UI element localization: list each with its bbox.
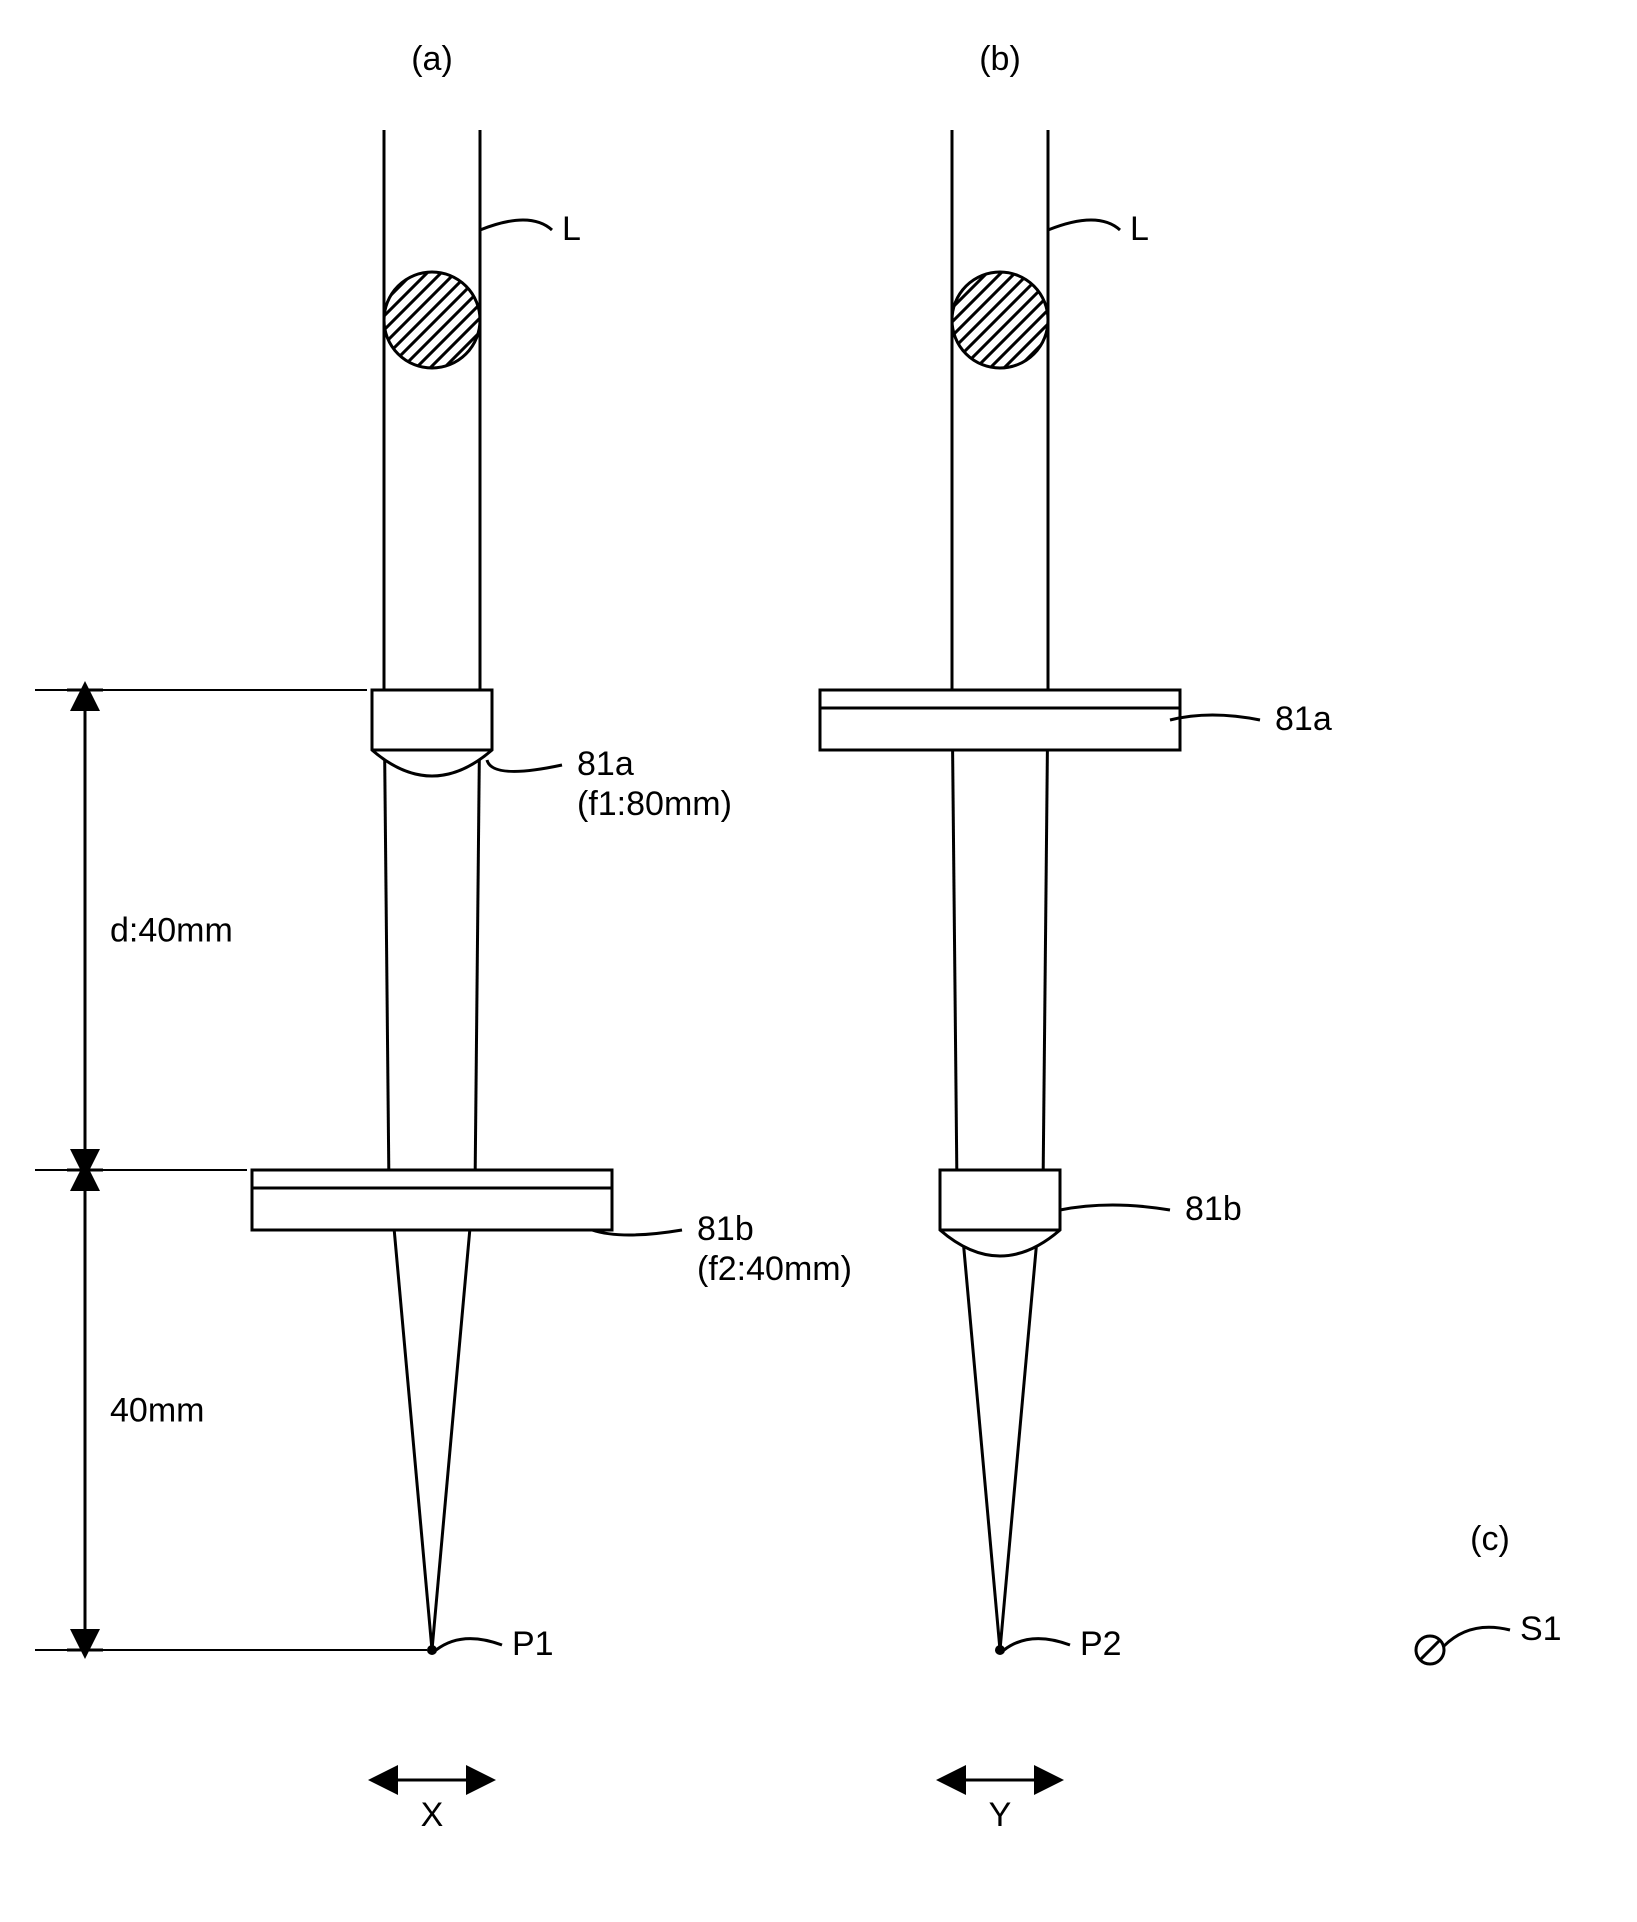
svg-text:81a: 81a	[1275, 700, 1332, 738]
svg-text:S1: S1	[1520, 1610, 1562, 1648]
svg-text:81a: 81a	[577, 745, 634, 783]
svg-text:L: L	[562, 210, 581, 248]
svg-text:(f1:80mm): (f1:80mm)	[577, 785, 732, 823]
svg-text:Y: Y	[989, 1796, 1012, 1834]
svg-text:(c): (c)	[1470, 1520, 1510, 1558]
svg-text:L: L	[1130, 210, 1149, 248]
svg-text:d:40mm: d:40mm	[110, 911, 233, 949]
svg-text:P2: P2	[1080, 1625, 1122, 1663]
svg-text:(b): (b)	[979, 40, 1021, 78]
svg-text:40mm: 40mm	[110, 1391, 204, 1429]
svg-text:81b: 81b	[697, 1210, 754, 1248]
svg-text:X: X	[421, 1796, 444, 1834]
svg-text:81b: 81b	[1185, 1190, 1242, 1228]
svg-text:P1: P1	[512, 1625, 554, 1663]
svg-text:(f2:40mm): (f2:40mm)	[697, 1250, 852, 1288]
svg-text:(a): (a)	[411, 40, 453, 78]
